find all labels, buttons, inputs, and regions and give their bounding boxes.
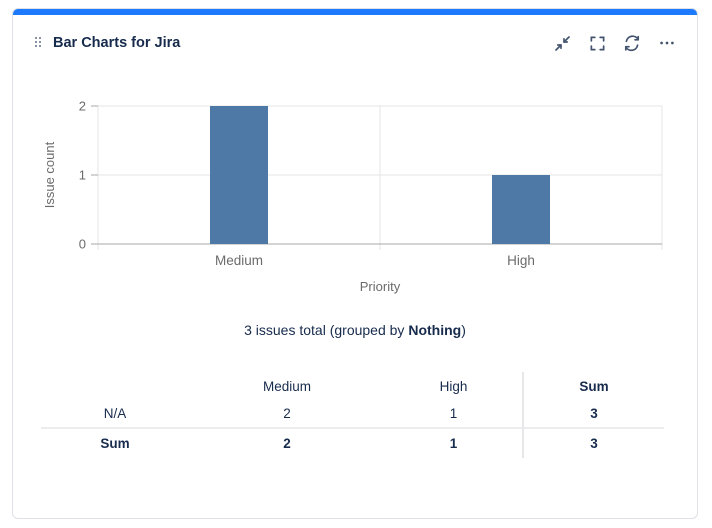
svg-text:0: 0 — [79, 237, 86, 252]
summary-groupby: Nothing — [408, 322, 462, 338]
more-button[interactable] — [655, 31, 679, 55]
cell-sum: 3 — [522, 400, 664, 428]
summary-suffix: ) — [461, 322, 466, 338]
bar[interactable] — [210, 106, 268, 244]
col-header-empty — [41, 372, 189, 400]
col-header-high: High — [439, 378, 468, 394]
bar[interactable] — [492, 175, 550, 244]
gadget-header: Bar Charts for Jira — [13, 23, 697, 63]
cell-high: 1 — [449, 406, 458, 421]
cell-medium: 2 — [189, 427, 385, 458]
gadget-card: Bar Charts for Jira — [12, 8, 698, 519]
table-header-row: Medium High Sum — [41, 372, 664, 400]
gadget-title: Bar Charts for Jira — [53, 35, 181, 51]
chart-area: 0 1 2 Medium High Priority Issue count — [13, 89, 697, 301]
fullscreen-button[interactable] — [585, 31, 609, 55]
row-label: Sum — [41, 427, 189, 458]
summary-prefix: 3 issues total (grouped by — [244, 322, 409, 338]
collapse-button[interactable] — [550, 31, 574, 55]
svg-text:1: 1 — [79, 168, 86, 183]
table-row-sum: Sum 2 1 3 — [41, 427, 664, 458]
summary-table: Medium High Sum N/A 2 1 3 Sum 2 1 3 — [41, 372, 664, 458]
x-tick-label: Medium — [215, 253, 263, 268]
cell-high: 1 — [385, 427, 523, 458]
refresh-button[interactable] — [620, 31, 644, 55]
col-header-sum: Sum — [522, 372, 664, 400]
fullscreen-icon — [589, 35, 606, 52]
header-actions — [550, 31, 679, 55]
table-row: N/A 2 1 3 — [41, 400, 664, 428]
cell-medium: 2 — [283, 406, 291, 421]
refresh-icon — [623, 34, 641, 52]
gadget-accent-bar — [13, 9, 697, 15]
svg-text:2: 2 — [79, 99, 86, 114]
x-axis-title: Priority — [360, 279, 401, 294]
col-header-medium: Medium — [262, 378, 311, 394]
y-axis-title: Issue count — [42, 141, 57, 208]
more-icon — [659, 35, 675, 51]
collapse-icon — [554, 35, 571, 52]
x-tick-label: High — [507, 253, 535, 268]
row-label: N/A — [103, 406, 127, 421]
cell-sum: 3 — [522, 427, 664, 458]
summary-line: 3 issues total (grouped by Nothing) — [13, 322, 697, 338]
drag-handle-icon[interactable] — [35, 37, 43, 49]
bar-chart: 0 1 2 Medium High Priority Issue count — [42, 99, 663, 294]
